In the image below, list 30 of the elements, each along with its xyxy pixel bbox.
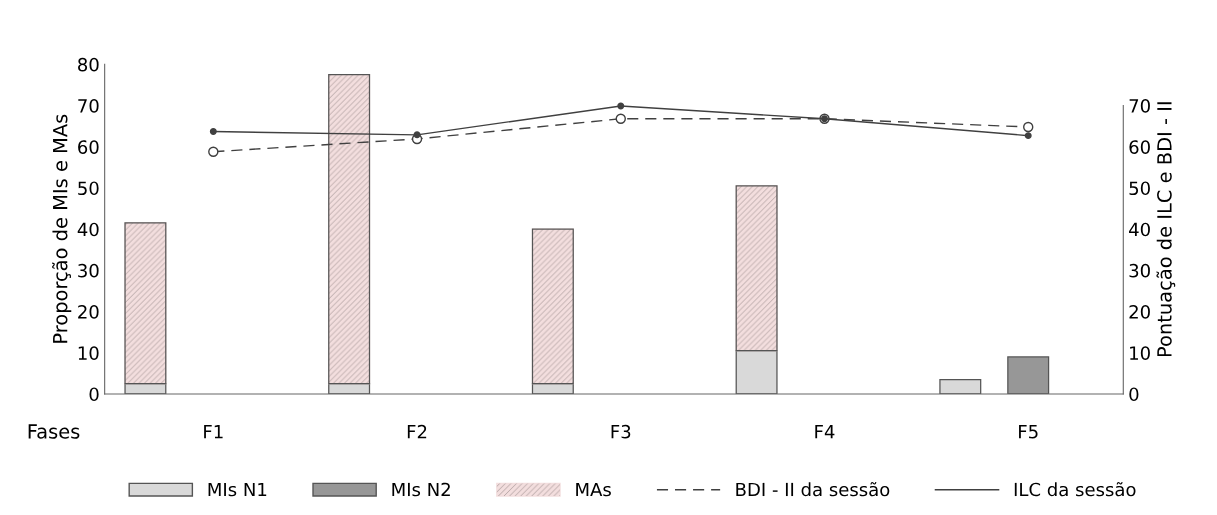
y-axis-title: Proporção de MIs e MAs (52, 114, 72, 343)
y-tick-label: 70 (78, 99, 99, 113)
x-tick-label: F5 (1019, 425, 1038, 439)
y2-tick-label: 0 (1129, 387, 1139, 402)
x-tick-label: F1 (204, 425, 223, 439)
y-tick-label: 40 (77, 222, 99, 237)
legend-label: MIs N1 (208, 482, 267, 497)
y2-tick-label: 60 (1129, 140, 1150, 154)
y2-axis-title: Pontuação de ILC e BDI - II (1156, 102, 1176, 357)
legend-label: MAs (576, 482, 611, 497)
y-tick-label: 10 (78, 346, 99, 360)
y-tick-label: 30 (78, 263, 99, 278)
y-tick-label: 20 (78, 305, 99, 319)
legend-label: BDI - II da sessão (736, 482, 890, 497)
x-tick-label: F2 (407, 424, 427, 439)
x-tick-label: F3 (611, 424, 631, 439)
y2-tick-label: 40 (1129, 222, 1150, 237)
y2-tick-label: 30 (1129, 263, 1150, 278)
y-tick-label: 80 (78, 57, 99, 72)
legend-label: ILC da sessão (1014, 482, 1136, 497)
legend-label: MIs N2 (392, 482, 450, 497)
y2-tick-label: 10 (1130, 346, 1150, 360)
y2-tick-label: 50 (1129, 181, 1150, 196)
x-tick-label: F4 (815, 425, 835, 439)
y-tick-label: 60 (78, 140, 99, 154)
y-tick-label: 50 (78, 181, 99, 196)
y2-tick-label: 70 (1129, 99, 1150, 113)
y-tick-label: 0 (89, 387, 99, 402)
text: Fases (28, 424, 80, 439)
y2-tick-label: 20 (1129, 305, 1150, 319)
